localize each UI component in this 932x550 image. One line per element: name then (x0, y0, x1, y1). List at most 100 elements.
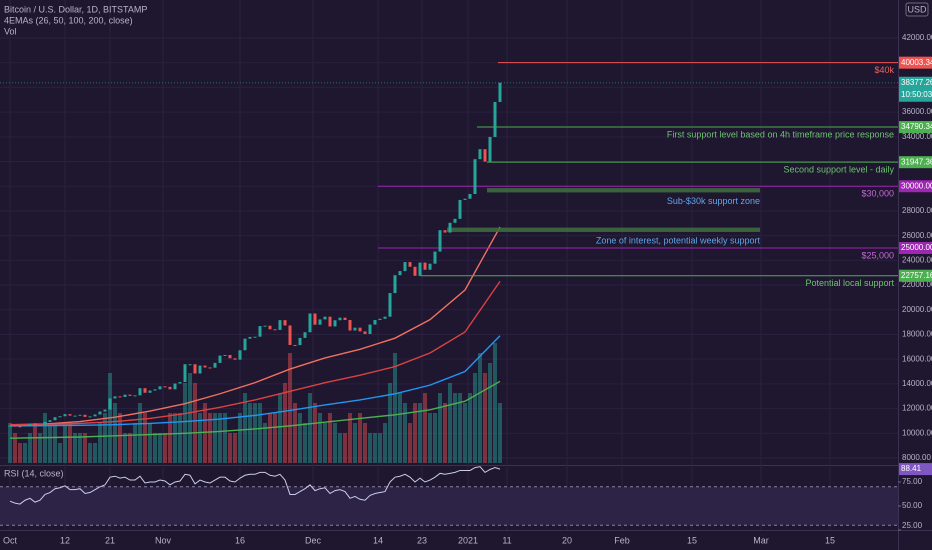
currency-box[interactable] (905, 2, 929, 17)
volume-bar (433, 413, 437, 463)
volume-bar (313, 403, 317, 463)
candle (168, 386, 172, 390)
candle (208, 367, 212, 369)
volume-bar (203, 403, 207, 463)
candle (263, 325, 267, 327)
volume-bar (453, 393, 457, 463)
support-zone (487, 188, 760, 193)
volume-bar (408, 423, 412, 463)
volume-bar (443, 403, 447, 463)
volume-bar (233, 433, 237, 463)
candle (288, 325, 292, 345)
price-tag (899, 156, 932, 169)
indicator-label: 4EMAs (26, 50, 100, 200, close) (4, 15, 133, 25)
volume-bar (373, 433, 377, 463)
x-tick-label: 15 (825, 535, 835, 545)
candle (463, 198, 467, 200)
levels: Sub-$30k support zone Zone of interest, p… (378, 62, 898, 288)
candle (378, 318, 382, 321)
candle (323, 316, 327, 320)
volume-bar (298, 413, 302, 463)
zone-label: Sub-$30k support zone (667, 196, 760, 206)
candle (328, 316, 332, 327)
candle (83, 414, 87, 417)
candle (113, 396, 117, 399)
x-tick-label: Nov (155, 535, 172, 545)
y-tick-label: 8000.00 (902, 453, 931, 462)
candle (178, 382, 182, 384)
candle (428, 263, 432, 270)
volume-bar (113, 403, 117, 463)
y-tick-label: 42000.00 (902, 33, 932, 42)
volume-bar (258, 403, 262, 463)
candle (128, 394, 132, 396)
candle (493, 101, 497, 137)
candle (403, 262, 407, 272)
volume-bar (328, 413, 332, 463)
candle (408, 262, 412, 267)
volume-bar (193, 383, 197, 463)
candle (478, 149, 482, 160)
volume-bar (133, 423, 137, 463)
price-tag (899, 121, 932, 134)
volume-bar (348, 413, 352, 463)
volume-bar (303, 423, 307, 463)
candle (273, 329, 277, 331)
volume-bar (58, 443, 62, 463)
candle (258, 326, 262, 337)
volume-bar (338, 433, 342, 463)
countdown: 10:50:03 (901, 90, 932, 99)
candle (108, 398, 112, 410)
volume-bar (163, 433, 167, 463)
volume-bar (138, 403, 142, 463)
volume-bar (63, 423, 67, 463)
candle (468, 194, 472, 199)
x-tick-label: 12 (60, 535, 70, 545)
volume-bar (8, 423, 12, 463)
volume-bar (343, 433, 347, 463)
volume-bar (293, 403, 297, 463)
candle (483, 149, 487, 162)
ema-line (9, 226, 501, 426)
volume-bar (88, 443, 92, 463)
volume-bar (473, 373, 477, 463)
rsi-tick-label: 25.00 (902, 521, 923, 530)
candle (333, 320, 337, 327)
y-tick-label: 12000.00 (902, 404, 932, 413)
candle (153, 389, 157, 391)
candle (228, 354, 232, 359)
volume-bar (118, 413, 122, 463)
candle (13, 425, 17, 427)
y-tick-label: 28000.00 (902, 206, 932, 215)
emas (9, 226, 501, 439)
volume-bar (53, 423, 57, 463)
candle (438, 230, 442, 252)
rsi-line (9, 466, 501, 505)
candle (268, 325, 272, 330)
candle (308, 313, 312, 333)
candle (318, 319, 322, 325)
y-tick-label: 20000.00 (902, 305, 932, 314)
currency[interactable]: USD (907, 4, 927, 14)
axes: Oct 12 21 Nov 16 Dec 14 23 2021 11 20 Feb 15 Mar 15 800… (0, 33, 932, 545)
candle (418, 262, 422, 276)
volume-bar (213, 413, 217, 463)
last-price-tag (899, 76, 932, 102)
candle (78, 414, 82, 416)
volume-bar (278, 393, 282, 463)
volume-bar (13, 433, 17, 463)
volume-bar (228, 433, 232, 463)
price-tag (899, 242, 932, 254)
candle (368, 324, 372, 334)
candle (183, 364, 187, 383)
volume-bar (123, 433, 127, 463)
volume-bar (38, 433, 42, 463)
candle (118, 396, 122, 398)
candle (213, 362, 217, 368)
candle (283, 320, 287, 326)
ema-line (9, 335, 501, 427)
candle (253, 336, 257, 338)
volume (8, 343, 502, 463)
candle (233, 358, 237, 360)
